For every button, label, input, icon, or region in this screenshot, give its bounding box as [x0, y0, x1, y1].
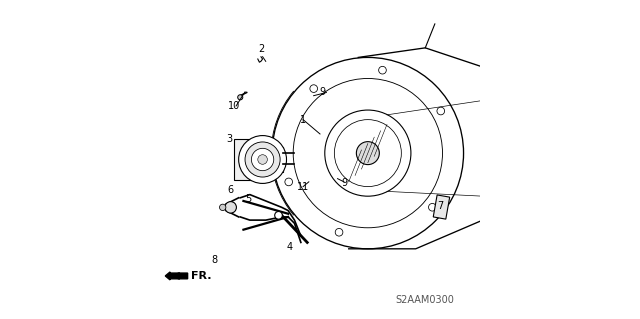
Circle shape: [252, 148, 274, 171]
Text: 5: 5: [245, 194, 252, 204]
Circle shape: [356, 142, 380, 165]
Text: 1: 1: [300, 115, 306, 125]
Text: FR.: FR.: [191, 271, 211, 281]
Circle shape: [335, 228, 343, 236]
Circle shape: [429, 204, 436, 211]
Text: 9: 9: [342, 178, 348, 189]
Text: 8: 8: [211, 255, 217, 265]
Text: 10: 10: [228, 101, 241, 111]
Circle shape: [225, 202, 236, 213]
Text: 2: 2: [258, 44, 264, 55]
Circle shape: [220, 204, 226, 211]
Circle shape: [379, 66, 387, 74]
Circle shape: [239, 136, 287, 183]
Text: 6: 6: [227, 185, 233, 195]
Circle shape: [237, 95, 243, 100]
Circle shape: [437, 107, 445, 115]
Text: 3: 3: [226, 134, 232, 144]
Circle shape: [245, 142, 280, 177]
Bar: [234, 139, 272, 180]
Circle shape: [258, 155, 268, 164]
Circle shape: [285, 178, 292, 186]
Text: S2AAM0300: S2AAM0300: [396, 295, 454, 305]
Circle shape: [275, 211, 282, 219]
Text: 7: 7: [437, 201, 444, 211]
FancyArrow shape: [165, 272, 188, 280]
Bar: [433, 195, 450, 219]
Text: 11: 11: [297, 182, 309, 192]
Bar: [258, 147, 284, 172]
Text: 9: 9: [319, 86, 325, 97]
Circle shape: [310, 85, 317, 93]
Text: 4: 4: [287, 242, 292, 252]
